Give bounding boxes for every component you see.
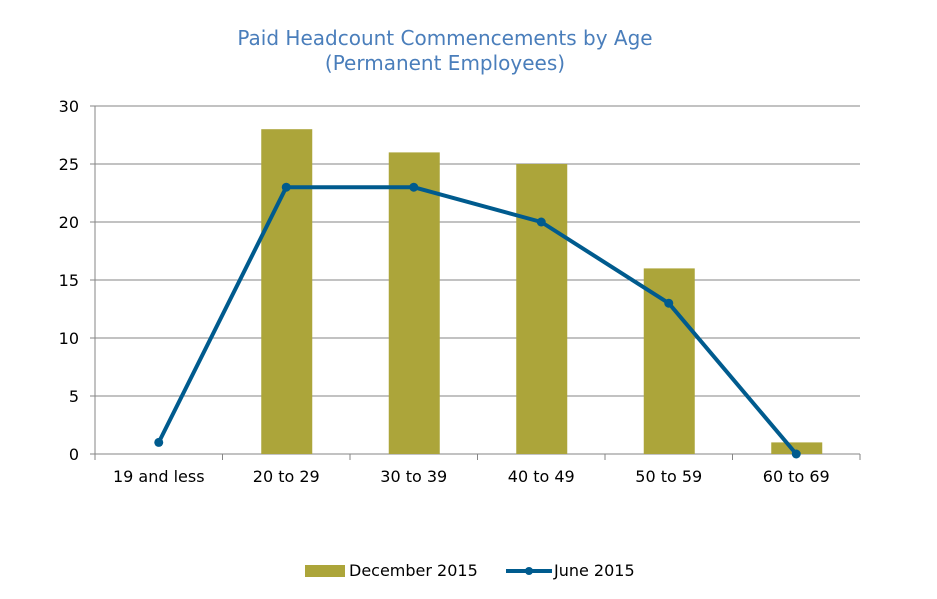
legend-label-june: June 2015 [554, 561, 635, 580]
y-tick-label: 5 [69, 387, 79, 406]
y-tick-label: 30 [59, 97, 79, 116]
chart-title: Paid Headcount Commencements by Age [237, 26, 653, 50]
legend-item-bar: December 2015 [305, 561, 478, 580]
x-tick-label: 50 to 59 [635, 467, 702, 486]
x-tick-label: 60 to 69 [763, 467, 830, 486]
y-tick-label: 20 [59, 213, 79, 232]
x-tick-label: 20 to 29 [253, 467, 320, 486]
line-point [791, 449, 801, 459]
x-tick-label: 19 and less [113, 467, 205, 486]
bar [643, 268, 695, 454]
y-tick-label: 10 [59, 329, 79, 348]
x-tick-label: 30 to 39 [380, 467, 447, 486]
legend-swatch-bar [305, 564, 345, 577]
bar [516, 164, 568, 454]
line-point [536, 217, 546, 227]
chart-legend: December 2015 June 2015 [0, 561, 937, 583]
legend-item-line: June 2015 [506, 561, 635, 580]
y-tick-label: 0 [69, 445, 79, 464]
chart-subtitle: (Permanent Employees) [324, 51, 566, 75]
bar [261, 129, 313, 454]
bar [771, 442, 823, 454]
x-tick-label: 40 to 49 [508, 467, 575, 486]
line-point [664, 298, 674, 308]
line-point [409, 182, 419, 192]
bar [388, 152, 440, 454]
y-tick-label: 25 [59, 155, 79, 174]
y-tick-label: 15 [59, 271, 79, 290]
line-point [281, 182, 291, 192]
legend-label-december: December 2015 [349, 561, 478, 580]
line-point [154, 437, 164, 447]
legend-swatch-line [506, 565, 552, 577]
series-line [156, 185, 798, 456]
